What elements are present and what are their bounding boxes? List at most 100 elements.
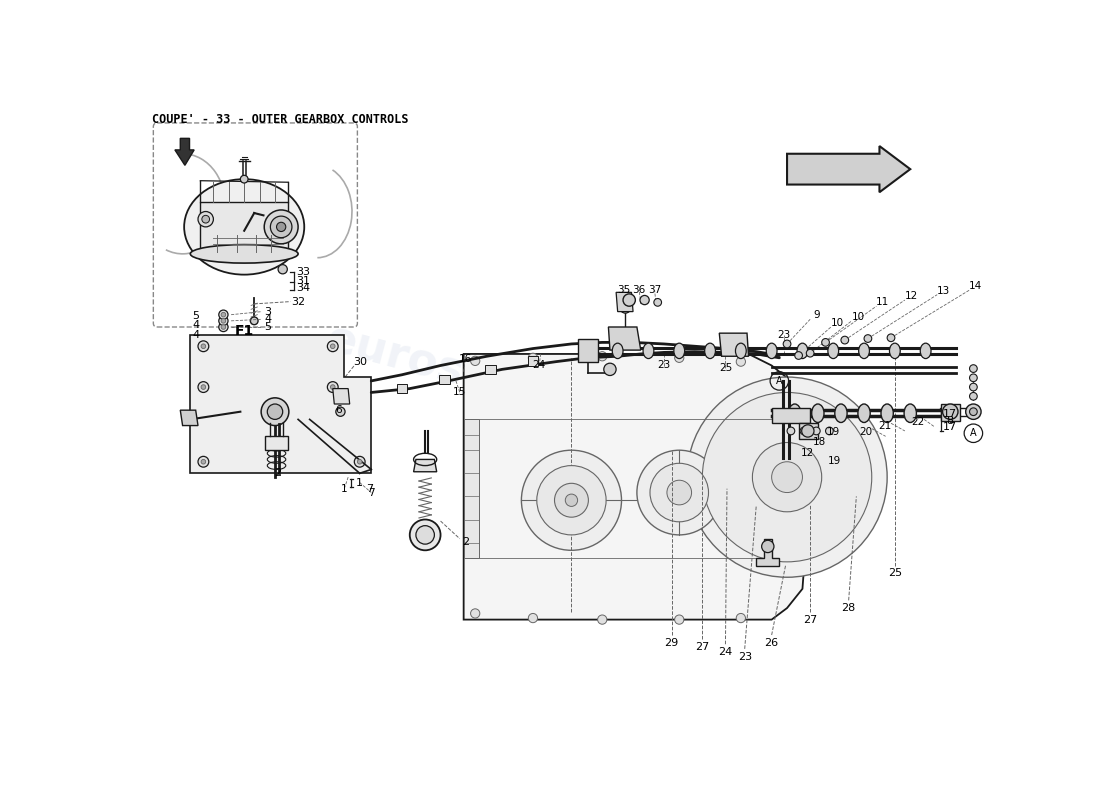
Circle shape	[354, 456, 365, 467]
Ellipse shape	[904, 404, 916, 422]
Text: 31: 31	[297, 276, 310, 286]
Polygon shape	[608, 327, 640, 350]
Text: 15: 15	[453, 387, 466, 398]
Circle shape	[783, 340, 791, 348]
Text: 25: 25	[718, 363, 733, 373]
Polygon shape	[942, 404, 960, 421]
Circle shape	[969, 408, 977, 415]
Circle shape	[201, 344, 206, 349]
Text: 14: 14	[969, 281, 982, 291]
Circle shape	[802, 425, 814, 437]
Text: 8: 8	[947, 416, 954, 426]
Text: 33: 33	[297, 266, 310, 277]
Ellipse shape	[767, 343, 777, 358]
Circle shape	[328, 341, 338, 352]
Ellipse shape	[190, 245, 298, 263]
Circle shape	[772, 462, 803, 493]
Circle shape	[261, 398, 289, 426]
Ellipse shape	[858, 404, 870, 422]
Circle shape	[794, 352, 803, 359]
Text: 12: 12	[904, 291, 917, 301]
Circle shape	[198, 341, 209, 352]
Text: 28: 28	[842, 603, 856, 613]
Ellipse shape	[184, 179, 305, 274]
Circle shape	[604, 363, 616, 375]
Ellipse shape	[881, 404, 893, 422]
Text: 26: 26	[764, 638, 779, 648]
Text: 17: 17	[943, 422, 957, 432]
Text: 23: 23	[657, 361, 671, 370]
Circle shape	[416, 526, 434, 544]
Text: 19: 19	[826, 426, 840, 437]
Text: 11: 11	[876, 298, 889, 307]
Circle shape	[201, 385, 206, 390]
Circle shape	[620, 302, 630, 313]
Ellipse shape	[644, 343, 653, 358]
Text: 5: 5	[192, 311, 199, 322]
Circle shape	[674, 615, 684, 624]
Polygon shape	[180, 410, 198, 426]
Polygon shape	[799, 423, 818, 438]
Circle shape	[653, 298, 661, 306]
Text: F1: F1	[234, 324, 254, 338]
Text: eurospares: eurospares	[592, 421, 874, 535]
Circle shape	[650, 463, 708, 522]
Polygon shape	[190, 334, 372, 474]
Circle shape	[528, 614, 538, 622]
Text: 30: 30	[353, 357, 366, 366]
Ellipse shape	[705, 343, 715, 358]
Circle shape	[865, 334, 871, 342]
Text: 23: 23	[778, 330, 791, 340]
Circle shape	[521, 450, 622, 550]
Circle shape	[328, 382, 338, 393]
Polygon shape	[200, 202, 288, 251]
Ellipse shape	[835, 404, 847, 422]
Polygon shape	[464, 354, 810, 619]
Ellipse shape	[736, 343, 746, 358]
Circle shape	[969, 383, 977, 391]
Circle shape	[887, 334, 895, 342]
Circle shape	[686, 377, 888, 578]
Text: 22: 22	[911, 418, 925, 427]
Circle shape	[201, 459, 206, 464]
Ellipse shape	[812, 404, 824, 422]
Text: 6: 6	[336, 405, 342, 415]
Circle shape	[219, 316, 228, 326]
Circle shape	[966, 404, 981, 419]
Circle shape	[267, 404, 283, 419]
Polygon shape	[528, 356, 538, 366]
Circle shape	[969, 365, 977, 373]
Circle shape	[198, 382, 209, 393]
Text: 7: 7	[367, 487, 375, 498]
Circle shape	[221, 312, 226, 317]
Polygon shape	[464, 419, 480, 558]
Circle shape	[219, 322, 228, 332]
Circle shape	[264, 210, 298, 244]
Polygon shape	[578, 338, 598, 362]
Circle shape	[409, 519, 440, 550]
Text: 35: 35	[617, 285, 630, 295]
Text: 19: 19	[828, 456, 842, 466]
Circle shape	[202, 215, 209, 223]
Text: 17: 17	[943, 409, 957, 419]
FancyBboxPatch shape	[153, 123, 358, 327]
Circle shape	[813, 427, 821, 435]
Text: 4: 4	[264, 314, 272, 324]
Circle shape	[761, 540, 774, 553]
Circle shape	[271, 216, 292, 238]
Circle shape	[221, 325, 226, 330]
Circle shape	[219, 310, 228, 319]
Circle shape	[752, 442, 822, 512]
Text: eurospares: eurospares	[321, 316, 604, 430]
Polygon shape	[414, 459, 437, 472]
Circle shape	[330, 385, 336, 390]
Text: 21: 21	[878, 422, 891, 431]
Circle shape	[640, 295, 649, 305]
Text: 36: 36	[632, 285, 646, 295]
Text: 5: 5	[265, 322, 272, 332]
Circle shape	[336, 407, 345, 416]
Circle shape	[278, 265, 287, 274]
Ellipse shape	[674, 343, 684, 358]
Circle shape	[537, 466, 606, 535]
Text: 4: 4	[192, 321, 199, 330]
